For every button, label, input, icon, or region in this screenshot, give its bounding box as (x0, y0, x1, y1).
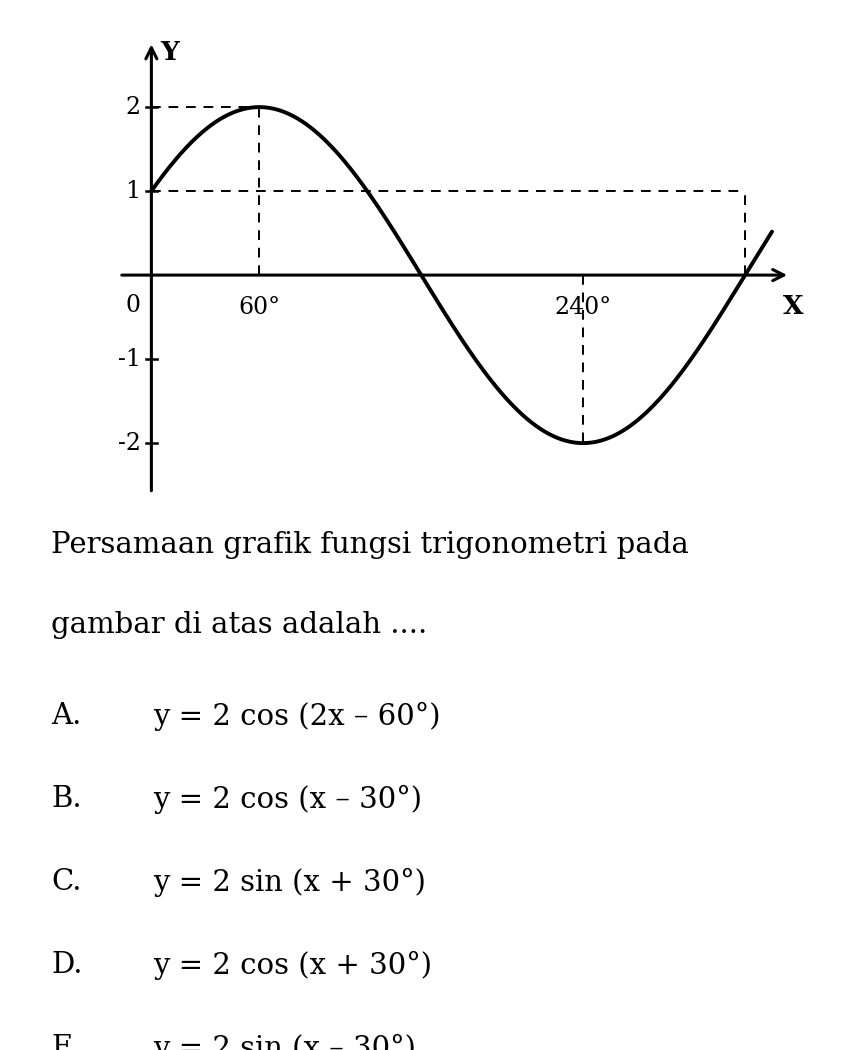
Text: y = 2 sin (x + 30°): y = 2 sin (x + 30°) (153, 868, 426, 897)
Text: y = 2 cos (x – 30°): y = 2 cos (x – 30°) (153, 785, 422, 814)
Text: E.: E. (51, 1034, 82, 1050)
Text: 2: 2 (126, 96, 140, 119)
Text: gambar di atas adalah ....: gambar di atas adalah .... (51, 611, 428, 638)
Text: y = 2 sin (x – 30°): y = 2 sin (x – 30°) (153, 1034, 416, 1050)
Text: y = 2 cos (x + 30°): y = 2 cos (x + 30°) (153, 951, 432, 980)
Text: 0: 0 (126, 294, 140, 317)
Text: 1: 1 (126, 180, 140, 203)
Text: -1: -1 (117, 348, 140, 371)
Text: B.: B. (51, 785, 82, 813)
Text: C.: C. (51, 868, 82, 896)
Text: D.: D. (51, 951, 82, 979)
Text: X: X (784, 294, 804, 318)
Text: Persamaan grafik fungsi trigonometri pada: Persamaan grafik fungsi trigonometri pad… (51, 530, 688, 559)
Text: -2: -2 (117, 432, 140, 455)
Text: 240°: 240° (554, 296, 612, 319)
Text: 60°: 60° (238, 296, 280, 319)
Text: A.: A. (51, 702, 82, 730)
Text: y = 2 cos (2x – 60°): y = 2 cos (2x – 60°) (153, 702, 440, 731)
Text: Y: Y (161, 40, 179, 65)
